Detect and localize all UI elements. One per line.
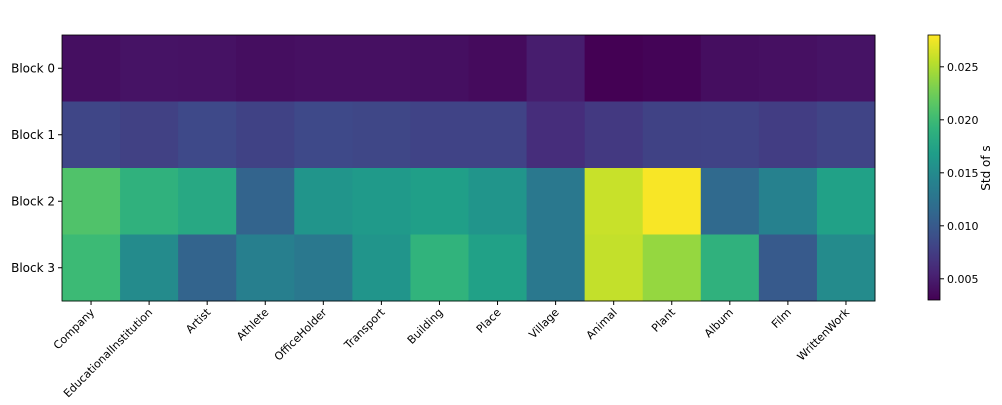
cell <box>410 168 469 235</box>
x-tick-label: Village <box>526 306 561 341</box>
cell <box>700 234 760 302</box>
cell <box>294 35 353 102</box>
x-tick-label: OfficeHolder <box>272 306 330 364</box>
x-tick-label: WrittenWork <box>795 305 853 363</box>
cell <box>410 101 469 169</box>
cell <box>352 168 411 235</box>
cell <box>816 234 876 302</box>
y-tick-label: Block 2 <box>11 194 55 208</box>
cell <box>294 234 353 302</box>
x-tick-label: Animal <box>584 306 620 342</box>
x-tick-label: Album <box>702 306 736 340</box>
cell <box>178 234 237 302</box>
cell <box>62 168 121 235</box>
colorbar-tick-label: 0.025 <box>947 61 979 74</box>
y-tick-label: Block 0 <box>11 61 55 75</box>
cell <box>816 101 876 169</box>
cell <box>410 234 469 302</box>
cell <box>700 101 760 169</box>
x-tick-label: Place <box>474 306 504 336</box>
cell <box>468 168 528 235</box>
cell <box>178 35 237 102</box>
cell <box>410 35 469 102</box>
cell <box>526 35 586 102</box>
cell <box>62 35 121 102</box>
cell <box>642 101 702 169</box>
colorbar-tick-label: 0.020 <box>947 114 979 127</box>
cell <box>294 168 353 235</box>
cell <box>816 35 876 102</box>
cell <box>62 234 121 302</box>
cell <box>584 234 644 302</box>
cell <box>758 168 818 235</box>
cell <box>352 234 411 302</box>
colorbar-tick-label: 0.010 <box>947 220 979 233</box>
cell <box>526 168 586 235</box>
cell <box>758 101 818 169</box>
cell <box>526 234 586 302</box>
cell <box>178 168 237 235</box>
cell <box>816 168 876 235</box>
cell <box>236 35 295 102</box>
cell <box>526 101 586 169</box>
cell <box>236 101 295 169</box>
cell <box>700 35 760 102</box>
cell <box>352 35 411 102</box>
x-tick-label: Film <box>769 306 794 331</box>
cell <box>468 234 528 302</box>
cell <box>468 35 528 102</box>
cell <box>758 234 818 302</box>
colorbar-tick-label: 0.015 <box>947 167 979 180</box>
colorbar-label: Std of s <box>979 145 993 190</box>
x-tick-label: Athlete <box>234 306 271 343</box>
cell <box>642 234 702 302</box>
colorbar <box>927 34 941 301</box>
y-tick-label: Block 3 <box>11 261 55 275</box>
cell <box>642 168 702 235</box>
cell <box>294 101 353 169</box>
cell <box>120 101 179 169</box>
cell <box>62 101 121 169</box>
plot-frame <box>61 34 876 302</box>
x-tick-label: Company <box>51 306 98 353</box>
cell <box>178 101 237 169</box>
cell <box>120 168 179 235</box>
cell <box>584 168 644 235</box>
cell <box>236 234 295 302</box>
colorbar-tick-label: 0.005 <box>947 273 979 286</box>
cell <box>584 101 644 169</box>
cell <box>758 35 818 102</box>
cell <box>584 35 644 102</box>
cell <box>120 234 179 302</box>
cell <box>120 35 179 102</box>
x-tick-label: Plant <box>649 305 678 334</box>
cell <box>468 101 528 169</box>
cell <box>352 101 411 169</box>
x-tick-label: Building <box>405 306 446 347</box>
x-tick-label: Transport <box>341 305 388 352</box>
y-tick-label: Block 1 <box>11 128 55 142</box>
cell <box>700 168 760 235</box>
x-tick-label: Artist <box>183 305 214 336</box>
cell <box>236 168 295 235</box>
cell <box>642 35 702 102</box>
